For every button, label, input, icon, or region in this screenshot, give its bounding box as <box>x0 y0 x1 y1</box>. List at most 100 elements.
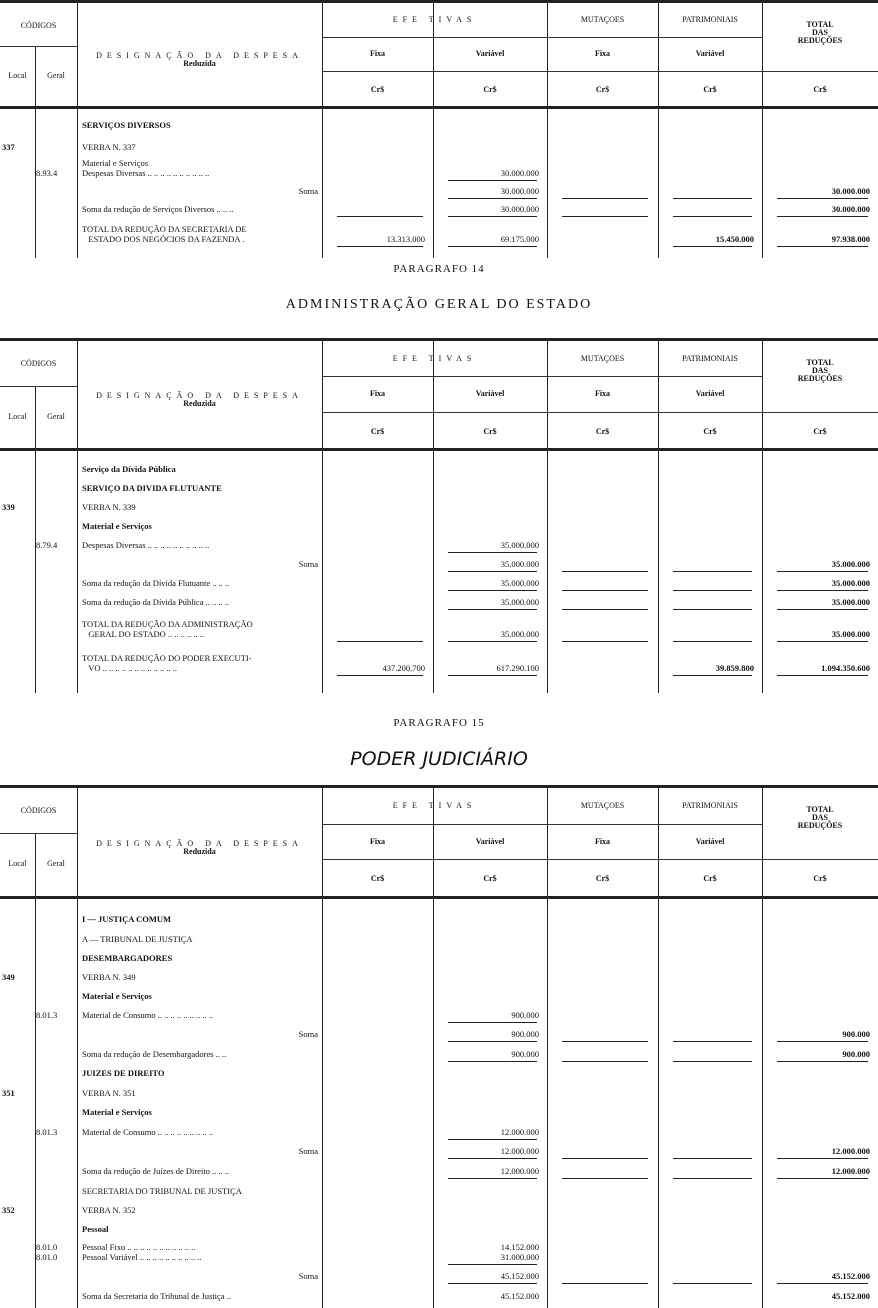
sum-rule <box>562 197 648 199</box>
table-poder-judiciario: CÓDIGOS Local Geral DESIGNAÇÃO DA DESPESA Re… <box>0 785 878 1308</box>
row-description: VERBA N. 339 <box>82 502 136 512</box>
code-local: 339 <box>2 502 15 512</box>
row-description: Material e Serviços <box>82 991 152 1001</box>
sum-rule <box>562 1177 648 1179</box>
table-row: Soma 45.152.000 45.152.000 <box>0 1265 878 1284</box>
amount-cell: 45.152.000 <box>831 1291 870 1301</box>
table-row: 349 VERBA N. 349 <box>0 966 878 985</box>
sum-rule <box>448 1138 537 1140</box>
row-description: Soma da redução de Juízes de Direito .. … <box>82 1166 230 1176</box>
column-divider <box>35 385 36 693</box>
amount-cell: 900.000 <box>511 1029 539 1039</box>
header-total: TOTAL DAS REDUÇÕES <box>797 358 843 384</box>
row-description: TOTAL DA REDUÇÃO DO PODER EXECUTI- VO ..… <box>82 653 252 673</box>
sum-rule <box>777 245 868 247</box>
row-description: Soma da redução da Dívida Pública .. .. … <box>82 597 230 607</box>
row-description: Despesas Diversas .. .. .. .. .. .. .. .… <box>82 540 210 550</box>
header-reduzida: Reduzida <box>183 399 216 409</box>
header-efetivas: EFE TIVAS <box>392 353 477 363</box>
table-row: TOTAL DA REDUÇÃO DO PODER EXECUTI- VO ..… <box>0 642 878 676</box>
sum-rule <box>562 215 648 217</box>
code-geral: 8.93.4 <box>36 168 58 178</box>
row-description: Soma da redução da Dívida Flutuante .. .… <box>82 578 230 588</box>
table-row: Soma da redução da Dívida Flutuante .. .… <box>0 572 878 591</box>
sum-rule <box>777 197 868 199</box>
table-row: A — TRIBUNAL DE JUSTIÇA <box>0 927 878 947</box>
column-divider <box>762 3 763 258</box>
header-col-2: Fixa <box>594 836 611 846</box>
table-row: SECRETARIA DO TRIBUNAL DE JUSTIÇA <box>0 1179 878 1199</box>
code-geral: 8.01.3 <box>36 1127 58 1137</box>
row-description: Soma <box>298 559 318 569</box>
header-efetivas: EFE TIVAS <box>392 15 477 25</box>
sum-rule <box>337 245 423 247</box>
sum-rule <box>562 1282 648 1284</box>
sum-rule <box>673 674 752 676</box>
row-description: Soma <box>298 1271 318 1281</box>
sum-rule <box>673 608 752 610</box>
header-total: TOTAL DAS REDUÇÕES <box>797 19 843 45</box>
table-row: Soma da redução de Serviços Diversos .. … <box>0 199 878 217</box>
amount-cell: 1.094.350.600 <box>821 663 870 673</box>
amount-cell: 437.200.700 <box>382 663 426 673</box>
header-col-0: Fixa <box>369 389 386 399</box>
table-row: 351 VERBA N. 351 <box>0 1081 878 1101</box>
sum-rule <box>673 1282 752 1284</box>
sum-rule <box>448 245 537 247</box>
subheader-divider <box>322 859 878 861</box>
amount-cell: 900.000 <box>511 1049 539 1059</box>
column-divider <box>433 788 434 1308</box>
header-currency: Cr$ <box>595 85 610 95</box>
column-divider <box>77 3 78 258</box>
amount-cell: 900.000 <box>842 1049 870 1059</box>
group-divider <box>322 376 762 378</box>
code-local: 337 <box>2 142 15 152</box>
sum-rule <box>448 1282 537 1284</box>
amount-cell: 45.152.000 <box>500 1271 539 1281</box>
table-row: SERVIÇOS DIVERSOS <box>0 111 878 133</box>
column-divider <box>658 341 659 693</box>
sum-rule <box>673 1177 752 1179</box>
row-description: JUIZES DE DIREITO <box>82 1068 165 1078</box>
sum-rule <box>777 674 868 676</box>
sum-rule <box>562 608 648 610</box>
amount-cell: 45.152.000 <box>831 1271 870 1281</box>
table-row: I — JUSTIÇA COMUM <box>0 907 878 927</box>
sum-rule <box>448 179 537 181</box>
header-currency: Cr$ <box>703 426 717 436</box>
sum-rule <box>562 570 648 572</box>
code-local: 351 <box>2 1088 15 1098</box>
amount-cell: 35.000.000 <box>831 559 870 569</box>
sum-rule <box>448 674 537 676</box>
group-divider <box>322 823 762 825</box>
sum-rule <box>448 215 537 217</box>
sum-rule <box>562 1157 648 1159</box>
table-row: Material e Serviços <box>0 985 878 1004</box>
sum-rule <box>777 1040 868 1042</box>
sum-rule <box>448 1060 537 1062</box>
sum-rule <box>777 1282 868 1284</box>
sum-rule <box>562 1060 648 1062</box>
header-local: Local <box>8 411 27 421</box>
column-divider <box>547 3 548 258</box>
sum-rule <box>777 608 868 610</box>
header-mutacoes: MUTAÇOES <box>580 800 625 810</box>
code-local: 352 <box>2 1205 15 1215</box>
amount-cell: 35.000.000 <box>500 540 539 550</box>
table-row: Material e Serviços <box>0 1101 878 1120</box>
sum-rule <box>448 1021 537 1023</box>
paragraph-14-label: PARAGRAFO 14 <box>393 263 485 275</box>
table-secretaria-fazenda: CÓDIGOS Local Geral DESIGNAÇÃO DA DESPESA Re… <box>0 0 878 258</box>
table-row: Soma 35.000.000 35.000.000 <box>0 553 878 572</box>
amount-cell: 69.175.000 <box>500 234 539 244</box>
header-currency: Cr$ <box>813 426 827 436</box>
column-divider <box>35 46 36 258</box>
sum-rule <box>673 1157 752 1159</box>
codes-divider <box>0 46 77 48</box>
code-geral: 8.01.3 <box>36 1010 58 1020</box>
sum-rule <box>777 215 868 217</box>
table-row: Soma 12.000.000 12.000.000 <box>0 1140 878 1159</box>
header-col-1: Variável <box>475 836 505 846</box>
sum-rule <box>777 1177 868 1179</box>
sum-rule <box>673 245 752 247</box>
